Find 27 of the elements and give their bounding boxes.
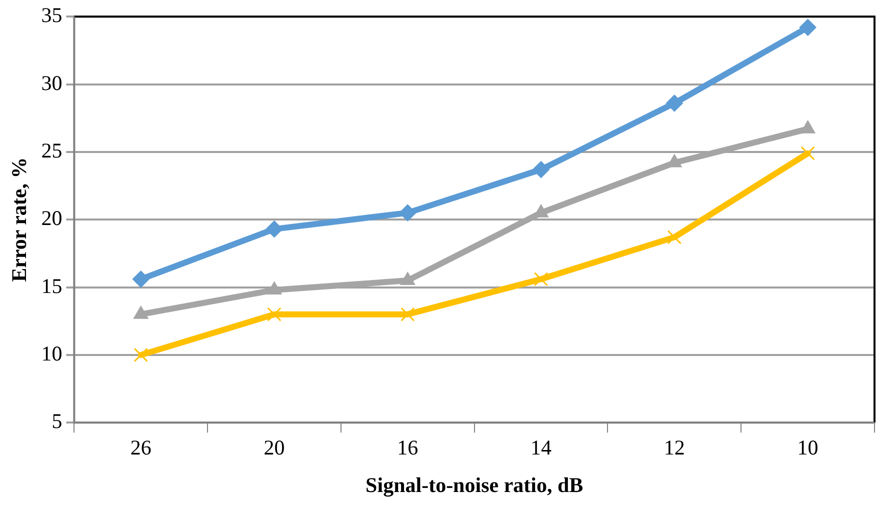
- x-tick-label: 14: [530, 436, 552, 460]
- point: [532, 161, 550, 178]
- point: [267, 307, 282, 322]
- x-tick-label: 12: [664, 436, 685, 460]
- point: [800, 146, 815, 160]
- x-axis-title: Signal-to-noise ratio, dB: [366, 472, 584, 497]
- y-tick-label: 35: [41, 3, 62, 28]
- y-tick-label: 5: [52, 409, 62, 434]
- y-tick-label: 30: [41, 70, 62, 95]
- point: [134, 348, 148, 362]
- y-tick-label: 15: [41, 274, 62, 298]
- x-tick-label: 26: [130, 436, 152, 460]
- y-axis-title: Error rate, %: [7, 157, 32, 282]
- point: [266, 220, 283, 238]
- x-tick-label: 20: [264, 436, 285, 460]
- x-tick-label: 16: [397, 436, 418, 460]
- point: [667, 230, 682, 244]
- y-tick-label: 10: [41, 341, 62, 366]
- x-tick-label: 10: [797, 436, 818, 460]
- point: [799, 18, 816, 36]
- y-tick-label: 25: [41, 138, 62, 162]
- y-tick-label: 20: [41, 206, 62, 230]
- point: [534, 272, 548, 286]
- point: [399, 204, 416, 222]
- point: [400, 307, 415, 322]
- point: [666, 94, 683, 112]
- point: [132, 270, 150, 288]
